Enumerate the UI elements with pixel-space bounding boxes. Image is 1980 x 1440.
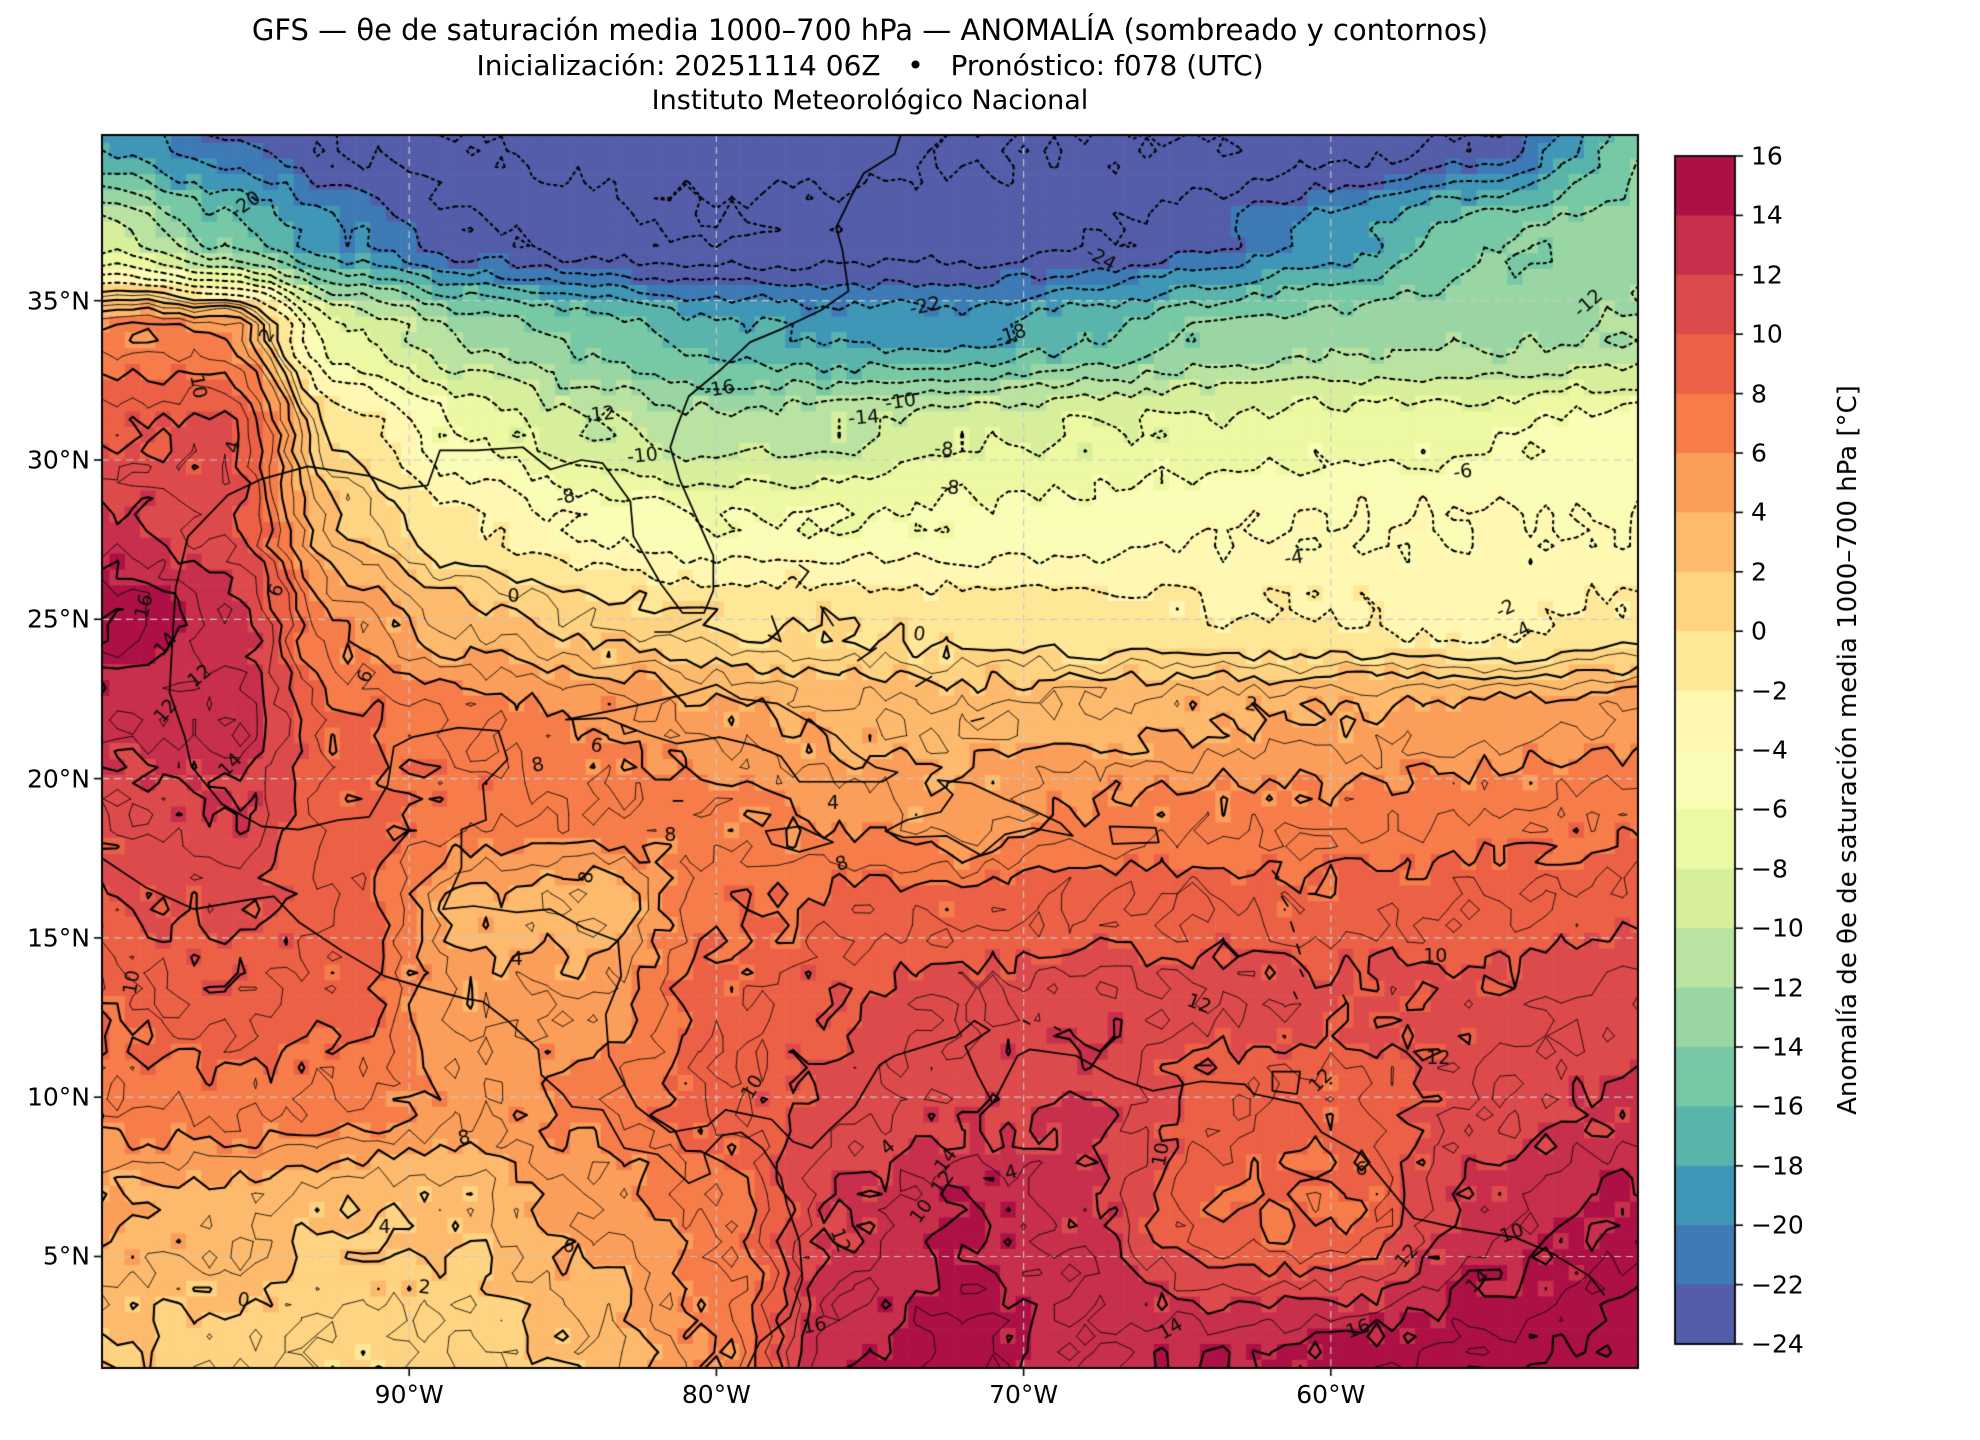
colorbar-tick-label: −4: [1751, 735, 1788, 765]
x-tick-label: 60°W: [1296, 1380, 1366, 1409]
colorbar-tick-label: −6: [1751, 794, 1788, 824]
page-subtitle: Inicialización: 20251114 06Z • Pronóstic…: [476, 49, 1264, 82]
colorbar-tick-label: 6: [1751, 438, 1767, 468]
y-tick-label: 35°N: [26, 286, 90, 316]
colorbar-tick-label: −2: [1751, 676, 1788, 706]
colorbar-tick-label: 16: [1751, 141, 1783, 171]
colorbar-tick-label: −16: [1751, 1091, 1804, 1121]
y-tick-label: 20°N: [26, 764, 90, 794]
y-tick-label: 15°N: [26, 923, 90, 953]
x-tick-label: 90°W: [374, 1380, 444, 1409]
colorbar-tick-label: −22: [1751, 1270, 1804, 1300]
y-tick-label: 10°N: [26, 1082, 90, 1112]
colorbar-tick-label: 2: [1751, 557, 1767, 587]
y-tick-label: 30°N: [26, 445, 90, 475]
colorbar-tick-label: −18: [1751, 1151, 1804, 1181]
page-title: GFS — θe de saturación media 1000–700 hP…: [251, 13, 1489, 47]
colorbar-tick-label: 14: [1751, 200, 1783, 230]
colorbar-tick-label: −8: [1751, 854, 1788, 884]
colorbar-label: Anomalía de θe de saturación media 1000–…: [1833, 385, 1863, 1115]
colorbar-tick-label: −24: [1751, 1329, 1804, 1359]
colorbar-tick-label: −10: [1751, 913, 1804, 943]
colorbar-tick-label: 10: [1751, 319, 1783, 349]
colorbar-tick-label: 8: [1751, 379, 1767, 409]
colorbar-tick-label: 4: [1751, 497, 1767, 527]
colorbar-tick-label: −12: [1751, 973, 1804, 1003]
colorbar-tick-label: −14: [1751, 1032, 1804, 1062]
y-tick-label: 5°N: [42, 1241, 90, 1271]
org-title: Instituto Meteorológico Nacional: [651, 85, 1089, 116]
colorbar-tick-label: −20: [1751, 1210, 1804, 1240]
x-tick-label: 70°W: [989, 1380, 1059, 1409]
colorbar-tick-label: 12: [1751, 260, 1783, 290]
y-tick-label: 25°N: [26, 604, 90, 634]
x-tick-label: 80°W: [681, 1380, 751, 1409]
colorbar-tick-label: 0: [1751, 616, 1767, 646]
